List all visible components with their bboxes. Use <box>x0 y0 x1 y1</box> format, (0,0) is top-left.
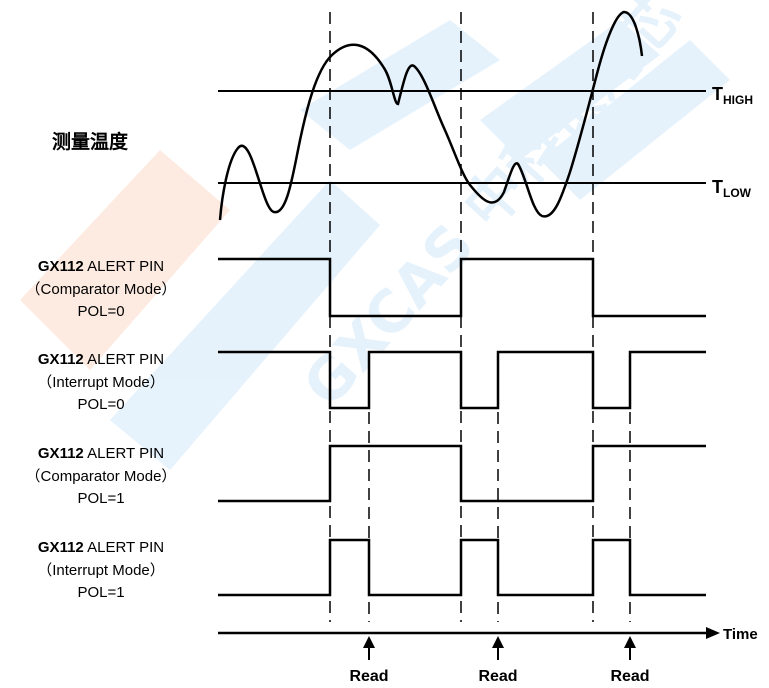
t-low-label: TLOW <box>712 177 752 200</box>
read-marker-1: Read <box>349 636 389 685</box>
svg-text:Read: Read <box>349 668 388 685</box>
svg-text:POL=1: POL=1 <box>77 584 124 601</box>
read-arrow-icon <box>624 636 636 648</box>
watermark: GXCAS 中科银河芯 <box>20 0 730 470</box>
temperature-label: 测量温度 <box>52 130 129 153</box>
read-marker-3: Read <box>610 636 650 685</box>
read-marker-2: Read <box>478 636 518 685</box>
svg-text:（Interrupt Mode）: （Interrupt Mode） <box>37 374 165 391</box>
read-arrow-icon <box>363 636 375 648</box>
signal-interrupt-pol0-waveform <box>218 350 706 410</box>
svg-text:POL=1: POL=1 <box>77 490 124 507</box>
svg-text:Read: Read <box>610 668 649 685</box>
svg-text:Read: Read <box>478 668 517 685</box>
svg-text:GX112 ALERT PIN: GX112 ALERT PIN <box>38 539 164 556</box>
svg-text:（Interrupt Mode）: （Interrupt Mode） <box>37 562 165 579</box>
signal-label-4: GX112 ALERT PIN （Interrupt Mode） POL=1 <box>37 539 165 601</box>
read-arrow-icon <box>492 636 504 648</box>
signal-comparator-pol0-waveform <box>218 257 706 318</box>
svg-text:GX112 ALERT PIN: GX112 ALERT PIN <box>38 351 164 368</box>
temperature-curve <box>218 10 644 221</box>
svg-text:POL=0: POL=0 <box>77 396 124 413</box>
signal-comparator-pol1-waveform <box>218 444 706 503</box>
svg-text:GX112 ALERT PIN: GX112 ALERT PIN <box>38 445 164 462</box>
time-axis-arrow-icon <box>706 627 720 639</box>
svg-text:（Comparator Mode）: （Comparator Mode） <box>26 281 177 298</box>
svg-text:（Comparator Mode）: （Comparator Mode） <box>26 468 177 485</box>
time-axis-label: Time <box>723 626 758 643</box>
svg-text:POL=0: POL=0 <box>77 303 124 320</box>
signal-label-1: GX112 ALERT PIN （Comparator Mode） POL=0 <box>26 258 177 320</box>
signal-interrupt-pol1-waveform <box>218 538 706 597</box>
signal-label-2: GX112 ALERT PIN （Interrupt Mode） POL=0 <box>37 351 165 413</box>
svg-text:GX112 ALERT PIN: GX112 ALERT PIN <box>38 258 164 275</box>
signal-label-3: GX112 ALERT PIN （Comparator Mode） POL=1 <box>26 445 177 507</box>
t-high-label: THIGH <box>712 84 753 107</box>
